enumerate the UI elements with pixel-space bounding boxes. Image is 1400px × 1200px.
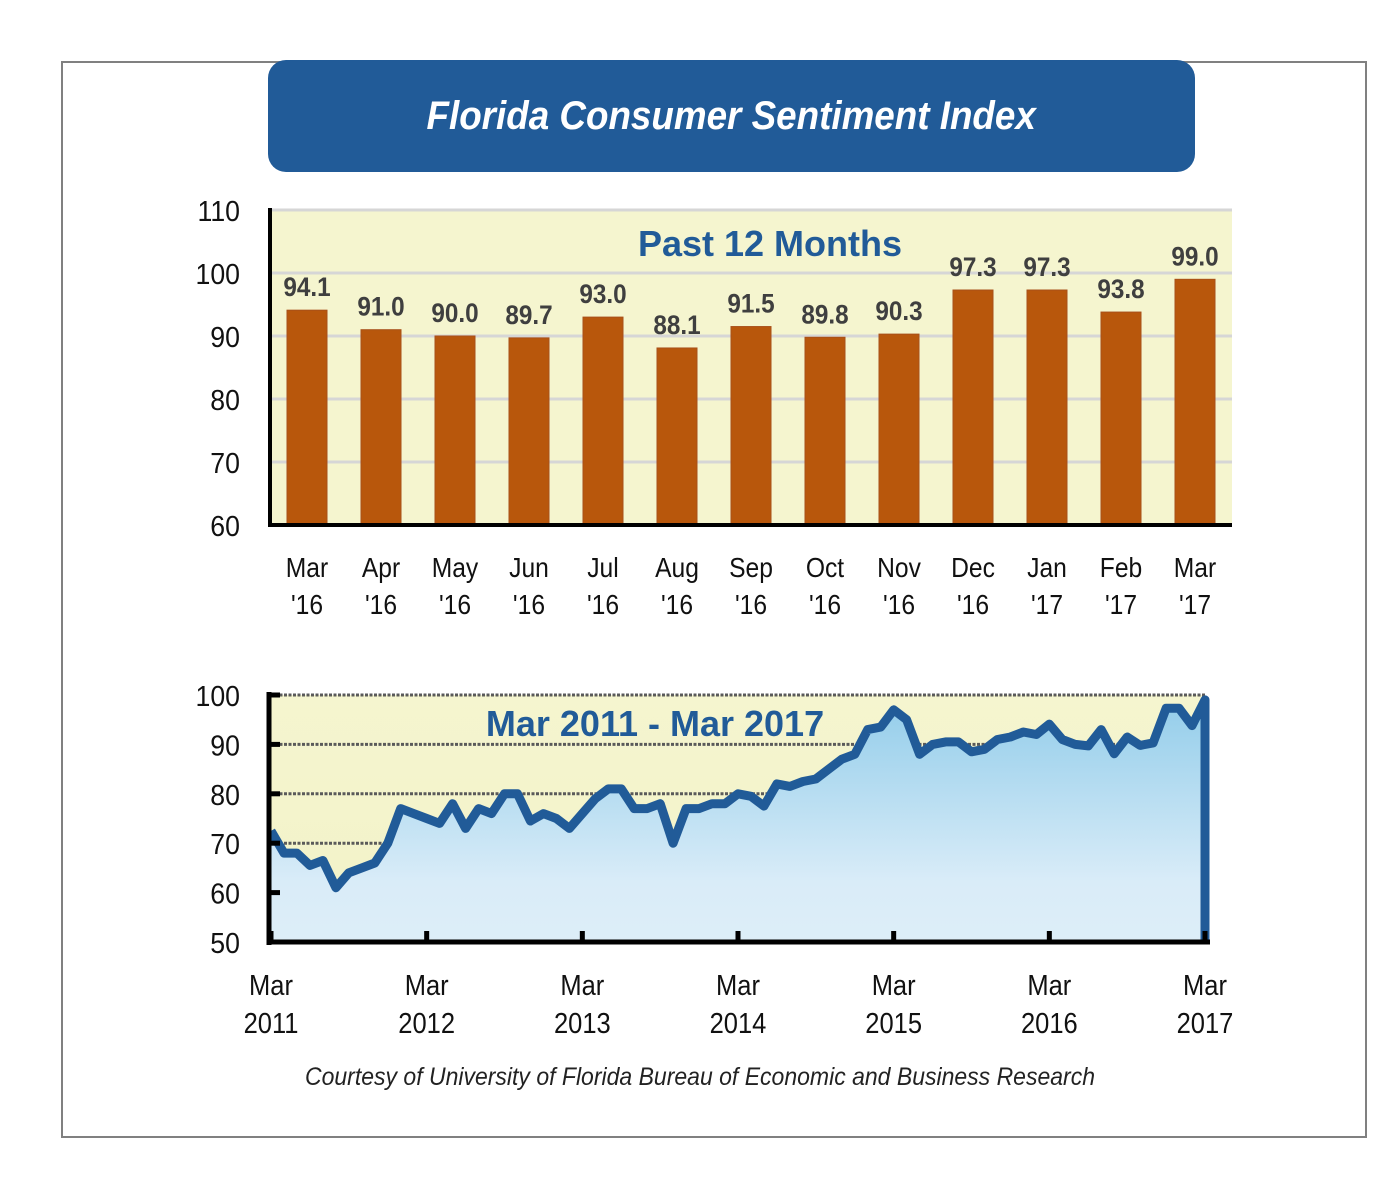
bar-data-label: 89.8 bbox=[801, 300, 848, 329]
bar-y-tick-label: 60 bbox=[210, 510, 240, 542]
bar-x-tick-year: '16 bbox=[439, 589, 471, 621]
bar-y-tick-label: 100 bbox=[195, 258, 240, 290]
bar-x-tick-month: Oct bbox=[806, 552, 845, 584]
area-x-tick-month: Mar bbox=[716, 968, 760, 1001]
bar-y-tick-label: 70 bbox=[210, 447, 240, 479]
area-x-tick-month: Mar bbox=[1183, 968, 1227, 1001]
bar-x-tick-year: '17 bbox=[1105, 589, 1137, 621]
bar-data-label: 88.1 bbox=[653, 311, 700, 340]
area-x-tick-year: 2017 bbox=[1177, 1006, 1234, 1039]
area-y-tick-label: 80 bbox=[210, 779, 240, 811]
area-x-tick-year: 2016 bbox=[1021, 1006, 1078, 1039]
bar-x-tick-year: '16 bbox=[883, 589, 915, 621]
bar bbox=[1026, 289, 1068, 526]
bar-y-tick-label: 110 bbox=[197, 195, 240, 227]
area-fill bbox=[271, 699, 1205, 942]
bar-x-tick-month: Mar bbox=[286, 552, 329, 584]
bar-data-label: 93.8 bbox=[1097, 275, 1144, 304]
bar-y-tick-label: 90 bbox=[210, 321, 240, 353]
area-x-axis-ticks: Mar 2011 Mar 2012 Mar 2013 Mar 2014 Mar 2015 Mar 20… bbox=[244, 931, 1234, 1039]
bar-x-tick-year: '16 bbox=[513, 589, 545, 621]
bar-x-tick-year: '16 bbox=[809, 589, 841, 621]
area-y-tick-label: 100 bbox=[195, 680, 240, 712]
bar-x-tick-month: May bbox=[432, 552, 479, 584]
bar-y-tick-label: 80 bbox=[210, 384, 240, 416]
bar-data-label: 97.3 bbox=[949, 253, 996, 282]
area-x-tick-year: 2011 bbox=[244, 1006, 299, 1039]
source-credit: Courtesy of University of Florida Bureau… bbox=[304, 1063, 1096, 1091]
bar-data-label: 91.5 bbox=[727, 289, 774, 318]
bar-x-tick-month: Nov bbox=[877, 552, 922, 584]
bar bbox=[952, 289, 994, 526]
area-x-tick-month: Mar bbox=[872, 968, 916, 1001]
bar bbox=[286, 309, 328, 526]
bar-x-tick-month: Sep bbox=[729, 552, 773, 584]
area-x-tick-year: 2013 bbox=[554, 1006, 611, 1039]
bar-x-tick-month: Feb bbox=[1100, 552, 1142, 584]
area-x-tick-month: Mar bbox=[1027, 968, 1071, 1001]
bar-x-tick-month: Jan bbox=[1027, 552, 1067, 584]
bar-data-label: 97.3 bbox=[1023, 253, 1070, 282]
bar-x-tick-month: Jul bbox=[587, 552, 618, 584]
bar bbox=[878, 333, 920, 526]
area-x-tick-year: 2014 bbox=[710, 1006, 767, 1039]
bar-data-label: 91.0 bbox=[357, 293, 404, 322]
area-x-tick-month: Mar bbox=[249, 968, 293, 1001]
area-y-axis-ticks: 50 60 70 80 90 100 bbox=[195, 680, 280, 959]
bar-x-tick-year: '16 bbox=[365, 589, 397, 621]
bar-x-tick-month: Apr bbox=[362, 552, 401, 584]
bar-x-tick-year: '16 bbox=[957, 589, 989, 621]
bar bbox=[1174, 278, 1216, 526]
bar-data-label: 90.0 bbox=[431, 299, 478, 328]
bar-data-label: 94.1 bbox=[283, 273, 330, 302]
bar-y-axis-ticks: 60 70 80 90 100 110 bbox=[195, 195, 240, 542]
area-y-tick-label: 90 bbox=[210, 729, 240, 761]
area-x-tick-month: Mar bbox=[405, 968, 449, 1001]
bar-x-axis-ticks: Mar '16 Apr '16 May '16 Jun '16 Jul '16 Aug '16 Sep '… bbox=[286, 552, 1217, 621]
bar-data-label: 90.3 bbox=[875, 297, 922, 326]
area-x-tick-year: 2015 bbox=[865, 1006, 922, 1039]
bar-x-tick-month: Mar bbox=[1174, 552, 1217, 584]
bar-x-tick-month: Dec bbox=[951, 552, 995, 584]
area-x-tick-month: Mar bbox=[560, 968, 604, 1001]
bar bbox=[434, 335, 476, 526]
bar bbox=[1100, 311, 1142, 526]
area-chart: Mar 2011 - Mar 2017 50 60 70 80 90 100 Mar 201… bbox=[195, 680, 1234, 1039]
bar-x-tick-year: '16 bbox=[661, 589, 693, 621]
area-y-tick-label: 70 bbox=[210, 828, 240, 860]
bar bbox=[804, 336, 846, 526]
bar-x-tick-month: Aug bbox=[655, 552, 699, 584]
bar-data-labels: 94.1 91.0 90.0 89.7 93.0 88.1 91.5 89.8 90.3 97.3… bbox=[283, 242, 1218, 340]
bar-x-tick-year: '16 bbox=[735, 589, 767, 621]
area-x-tick-year: 2012 bbox=[398, 1006, 455, 1039]
bar bbox=[730, 326, 772, 526]
area-series-line bbox=[267, 695, 1210, 942]
bar-data-label: 89.7 bbox=[505, 301, 552, 330]
bar-x-tick-month: Jun bbox=[509, 552, 549, 584]
chart-title: Florida Consumer Sentiment Index bbox=[426, 93, 1037, 138]
bar-data-label: 99.0 bbox=[1171, 242, 1218, 271]
area-y-tick-label: 60 bbox=[210, 878, 240, 910]
title-banner: Florida Consumer Sentiment Index bbox=[268, 60, 1195, 172]
bar-x-tick-year: '17 bbox=[1179, 589, 1211, 621]
bar bbox=[582, 316, 624, 526]
bar bbox=[656, 347, 698, 526]
bar-data-label: 93.0 bbox=[579, 280, 626, 309]
bar-chart-subtitle: Past 12 Months bbox=[638, 223, 902, 264]
area-y-tick-label: 50 bbox=[210, 927, 240, 959]
bar-x-tick-year: '16 bbox=[587, 589, 619, 621]
bar-series bbox=[286, 278, 1216, 526]
bar-x-tick-year: '17 bbox=[1031, 589, 1063, 621]
bar bbox=[508, 337, 550, 526]
bar-x-tick-year: '16 bbox=[291, 589, 323, 621]
area-chart-subtitle: Mar 2011 - Mar 2017 bbox=[486, 703, 824, 744]
